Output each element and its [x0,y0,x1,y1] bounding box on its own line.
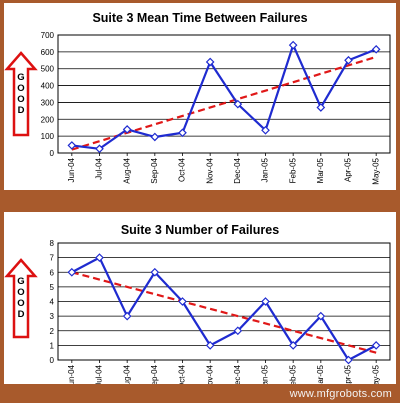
series-line [71,256,377,362]
data-point [178,297,187,306]
y-tick-label: 4 [50,298,55,307]
data-point [122,311,132,321]
y-tick-label: 700 [41,31,55,40]
data-point [316,311,326,321]
side-label-letter: O [17,298,24,309]
data-point [67,141,77,150]
y-tick-label: 500 [41,65,55,74]
x-tick-label: Dec-04 [233,364,242,384]
plot-area [57,242,391,361]
x-tick-label: Nov-04 [205,364,214,384]
x-tick-label: Mar-05 [316,157,325,183]
x-tick-label: Apr-05 [344,364,353,384]
good-arrow-icon [4,258,38,339]
x-tick-label: Feb-05 [288,157,297,183]
x-tick-label: Nov-04 [205,157,214,183]
x-tick-label: Aug-04 [122,157,131,183]
side-label-letter: D [18,105,25,116]
x-tick-label: Dec-04 [233,157,242,183]
x-tick-label: Jul-04 [95,157,104,179]
x-tick-label: Sep-04 [150,364,159,384]
data-point [261,297,270,306]
x-tick-label: Oct-04 [178,364,187,384]
x-tick-label: Jun-04 [67,364,76,384]
failures-chart-title: Suite 3 Number of Failures [120,223,280,237]
data-point [316,103,326,112]
data-point [95,253,104,262]
x-tick-label: Oct-04 [178,157,187,182]
side-label-letter: O [17,83,24,94]
y-tick-label: 0 [50,356,55,365]
x-tick-label: Apr-05 [344,157,353,182]
x-tick-label: Jul-04 [95,364,104,384]
x-tick-label: Jan-05 [261,157,270,182]
x-tick-label: May-05 [371,157,380,184]
x-tick-label: Aug-04 [122,364,131,384]
data-point [95,144,104,154]
data-point [288,341,298,350]
watermark-text: www.mfgrobots.com [289,388,392,400]
data-point [344,355,353,365]
data-point [371,44,381,54]
data-point [205,57,215,67]
y-tick-label: 200 [41,115,55,124]
data-point [233,99,243,109]
data-point [344,55,353,65]
data-point [150,132,160,142]
x-tick-label: Jun-04 [67,157,76,182]
plot-area [57,34,391,154]
y-tick-label: 5 [50,283,55,292]
side-label-letter: O [17,287,24,298]
data-point [261,125,270,135]
x-tick-label: Feb-05 [288,364,297,384]
y-tick-label: 400 [41,82,55,91]
y-tick-label: 7 [50,254,55,263]
y-tick-label: 600 [41,48,55,57]
data-point [205,341,215,350]
y-tick-label: 100 [41,132,55,141]
y-tick-label: 300 [41,98,55,107]
y-tick-label: 1 [50,341,55,350]
x-tick-label: Mar-05 [316,364,325,384]
data-point [150,267,160,277]
y-tick-label: 0 [50,149,55,158]
data-point [122,125,132,134]
y-tick-label: 2 [50,327,55,336]
side-label-letter: O [17,94,24,105]
trend-line [71,271,377,354]
x-tick-label: Sep-04 [150,157,159,183]
side-label-letter: G [17,72,24,83]
x-tick-label: Jan-05 [261,364,270,384]
mtbf-chart-title: Suite 3 Mean Time Between Failures [92,11,308,25]
side-label-letter: D [18,309,25,320]
good-arrow-icon [4,51,38,137]
data-point [67,267,77,277]
y-tick-label: 3 [50,312,55,321]
y-tick-label: 6 [50,268,55,277]
data-point [233,326,243,336]
data-point [178,128,187,138]
trend-line [71,55,377,151]
data-point [371,341,381,350]
y-tick-label: 8 [50,239,55,248]
series-line [71,44,377,150]
x-tick-label: May-05 [371,364,380,384]
side-label-letter: G [17,276,24,287]
data-point [288,40,298,50]
